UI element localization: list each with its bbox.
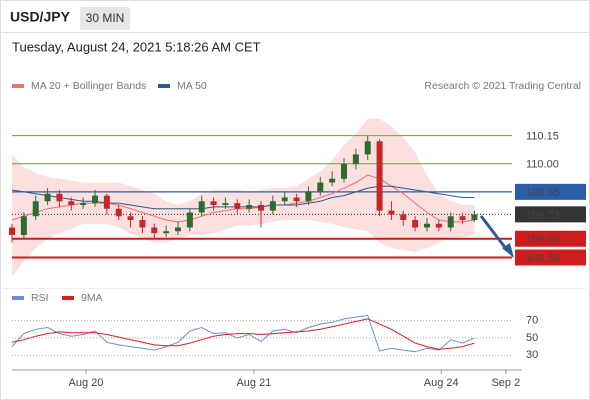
candle-body [293, 197, 300, 202]
candle-body [80, 203, 87, 205]
candle-body [234, 203, 241, 209]
series-line [11, 318, 475, 350]
candle-body [459, 216, 466, 220]
legend-swatch [158, 84, 170, 88]
candle-body [424, 223, 430, 228]
level-label: 110.15 [526, 131, 559, 143]
candle-body [103, 195, 110, 209]
level-box [515, 230, 586, 247]
candle-body [56, 193, 63, 202]
level-box [515, 249, 586, 266]
candle-body [400, 214, 407, 220]
candle-body [341, 163, 347, 179]
candle-body [258, 205, 264, 211]
legend-label: 9MA [81, 292, 103, 304]
candle-body [115, 208, 122, 217]
candle-body [412, 220, 419, 228]
y-tick-label: 30 [526, 349, 538, 361]
candle-body [44, 193, 51, 202]
candle-body [68, 201, 75, 205]
level-label: 110.00 [526, 159, 559, 171]
legend-swatch [62, 296, 74, 300]
candle-body [435, 223, 442, 228]
legend-swatch [12, 296, 24, 300]
x-tick-label: Aug 20 [69, 377, 104, 389]
source: Research © 2021 Trading Central [424, 80, 581, 92]
level-label: 109.60 [526, 234, 560, 246]
candle-body [92, 195, 98, 204]
candle-body [281, 197, 288, 202]
level-label: 109.50 [526, 252, 560, 264]
y-tick-label: 50 [526, 332, 538, 344]
candle-body [376, 141, 383, 211]
x-tick-label: Aug 24 [424, 377, 459, 389]
candle-body [471, 214, 478, 220]
candle-body [151, 227, 158, 234]
x-tick-label: Sep 2 [491, 377, 520, 389]
arrow [479, 215, 509, 251]
legend-label: RSI [31, 292, 49, 304]
candle-body [222, 203, 229, 205]
candle-body [317, 182, 324, 192]
candle-body [9, 227, 15, 235]
candle-body [269, 201, 276, 211]
candle-body [20, 216, 27, 235]
candle-body [163, 231, 170, 234]
candle-body [364, 141, 371, 155]
candle-body [186, 212, 193, 228]
candle-body [246, 205, 253, 209]
candle-body [198, 201, 205, 213]
legend-label: MA 50 [177, 80, 207, 92]
candle-body [210, 201, 217, 205]
candle-body [175, 227, 181, 232]
ma-line [11, 174, 475, 223]
x-tick-label: Aug 21 [236, 377, 271, 389]
y-tick-label: 70 [526, 315, 538, 327]
legend-swatch [12, 84, 24, 88]
candle-body [388, 210, 395, 215]
candle-body [127, 216, 134, 220]
arrow-head [502, 243, 514, 258]
timeframe: 30 MIN [86, 11, 125, 25]
symbol: USD/JPY [10, 9, 71, 25]
timeframe-box [80, 7, 130, 30]
candle-body [352, 154, 359, 164]
level-box [515, 183, 586, 200]
level-box [515, 206, 586, 223]
candle-body [447, 216, 454, 228]
level-label: 109.85 [526, 187, 560, 199]
candle-body [329, 178, 336, 183]
candle-body [139, 220, 146, 228]
level-label: 109.73 [526, 209, 560, 221]
ma-line [11, 185, 475, 210]
candle-body [305, 191, 312, 202]
legend-label: MA 20 + Bollinger Bands [31, 80, 146, 92]
date: Tuesday, August 24, 2021 5:18:26 AM CET [12, 39, 261, 54]
candle-body [32, 201, 39, 217]
